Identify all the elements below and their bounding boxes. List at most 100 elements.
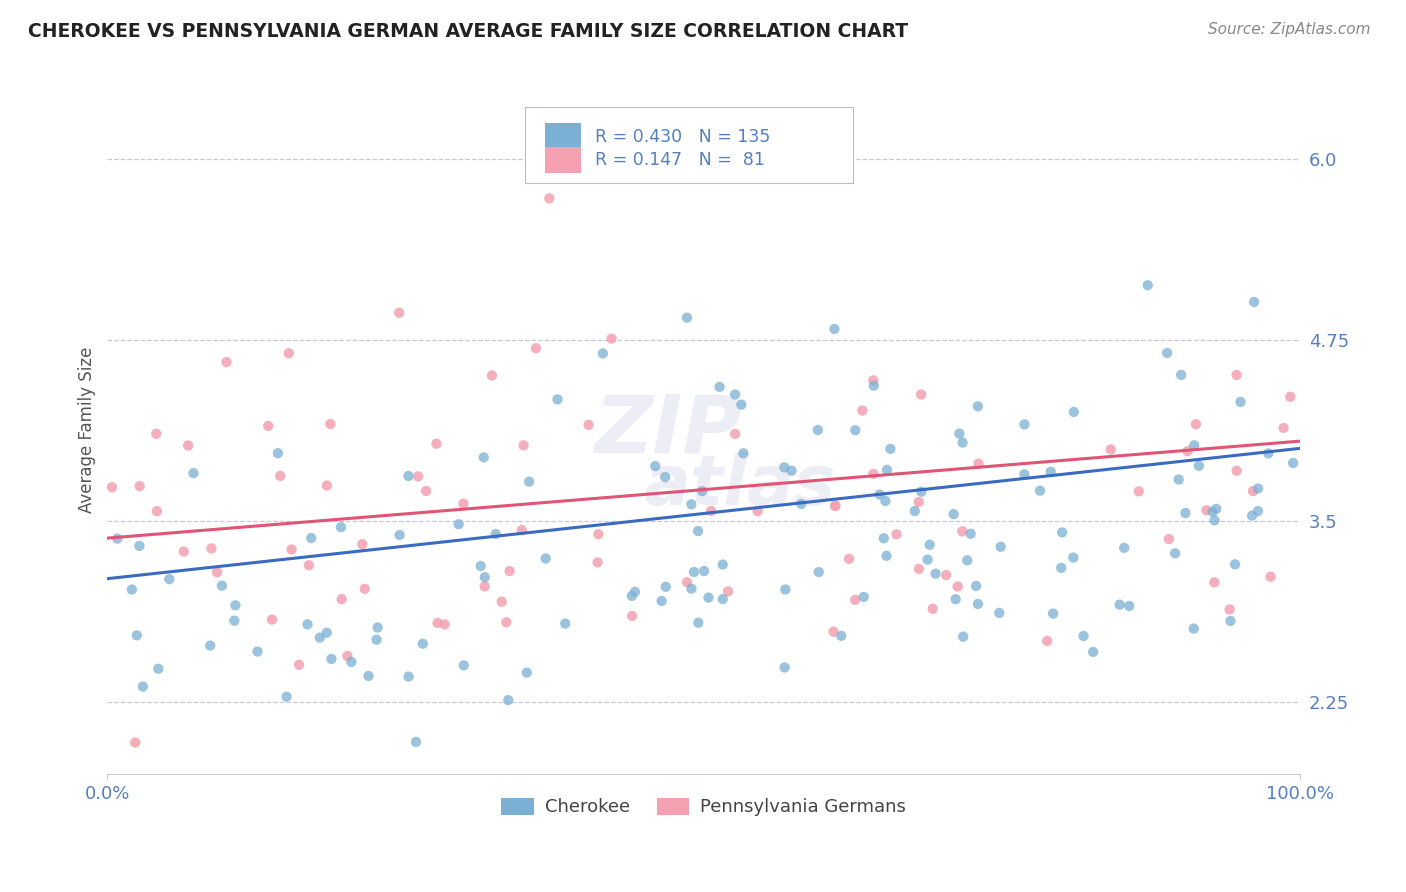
Point bbox=[517, 475, 540, 489]
Point bbox=[1128, 484, 1150, 499]
Point bbox=[288, 657, 311, 672]
Point bbox=[1219, 602, 1241, 616]
Point bbox=[830, 629, 852, 643]
Point bbox=[709, 380, 731, 394]
Point bbox=[711, 592, 734, 607]
Point bbox=[693, 564, 716, 578]
Point bbox=[453, 658, 475, 673]
Point bbox=[1225, 368, 1247, 382]
Point bbox=[1118, 599, 1140, 613]
Point bbox=[876, 549, 898, 563]
Point bbox=[823, 624, 845, 639]
Point bbox=[280, 542, 302, 557]
Point bbox=[967, 457, 990, 471]
Point bbox=[879, 442, 901, 456]
Point bbox=[297, 617, 319, 632]
Point bbox=[470, 559, 492, 574]
Point bbox=[415, 483, 437, 498]
Point bbox=[321, 652, 343, 666]
Point bbox=[319, 417, 342, 431]
Point bbox=[875, 494, 897, 508]
Text: R = 0.147   N =  81: R = 0.147 N = 81 bbox=[595, 151, 765, 169]
Point bbox=[681, 497, 703, 511]
Point bbox=[1282, 456, 1305, 470]
Point bbox=[260, 613, 283, 627]
Point bbox=[952, 630, 974, 644]
Point bbox=[697, 591, 720, 605]
Point bbox=[212, 817, 235, 831]
Point bbox=[1157, 532, 1180, 546]
Point bbox=[124, 735, 146, 749]
Point bbox=[952, 435, 974, 450]
Point bbox=[747, 504, 769, 518]
Point bbox=[1201, 505, 1223, 519]
Point bbox=[128, 479, 150, 493]
Point bbox=[711, 558, 734, 572]
Point bbox=[105, 532, 128, 546]
Point bbox=[474, 579, 496, 593]
Point bbox=[966, 399, 988, 413]
Point bbox=[588, 527, 610, 541]
Point bbox=[1204, 575, 1226, 590]
Point bbox=[257, 418, 280, 433]
Point bbox=[1226, 464, 1249, 478]
Point bbox=[485, 527, 508, 541]
Point bbox=[1185, 417, 1208, 432]
Point bbox=[101, 480, 124, 494]
Point bbox=[148, 662, 170, 676]
Point bbox=[1050, 561, 1073, 575]
Point bbox=[700, 504, 723, 518]
Point bbox=[200, 639, 222, 653]
Point bbox=[128, 539, 150, 553]
Point bbox=[950, 524, 973, 539]
Point bbox=[474, 570, 496, 584]
Point bbox=[1247, 482, 1270, 496]
Point bbox=[862, 378, 884, 392]
Text: atlas: atlas bbox=[644, 451, 835, 519]
Point bbox=[510, 523, 533, 537]
Point bbox=[524, 341, 547, 355]
Point bbox=[433, 617, 456, 632]
Point bbox=[852, 590, 875, 604]
Text: ZIP: ZIP bbox=[595, 392, 742, 469]
Point bbox=[907, 495, 929, 509]
Point bbox=[398, 469, 420, 483]
Point bbox=[215, 355, 238, 369]
Point bbox=[824, 499, 846, 513]
Point bbox=[336, 648, 359, 663]
Point bbox=[498, 564, 520, 578]
Point bbox=[592, 346, 614, 360]
Point bbox=[1229, 395, 1251, 409]
Point bbox=[1247, 504, 1270, 518]
Point bbox=[823, 322, 845, 336]
Point bbox=[121, 582, 143, 597]
Point bbox=[447, 517, 470, 532]
Point bbox=[298, 558, 321, 573]
Point bbox=[366, 632, 388, 647]
Point bbox=[773, 460, 796, 475]
Point bbox=[717, 584, 740, 599]
Point bbox=[733, 446, 755, 460]
Point bbox=[481, 368, 503, 383]
Point bbox=[1219, 614, 1241, 628]
Point bbox=[724, 426, 747, 441]
Point bbox=[690, 484, 713, 499]
Point bbox=[1170, 368, 1192, 382]
Point bbox=[990, 540, 1012, 554]
Point bbox=[1164, 546, 1187, 560]
Point bbox=[1036, 634, 1059, 648]
Point bbox=[496, 693, 519, 707]
Point bbox=[1279, 390, 1302, 404]
Point bbox=[908, 562, 931, 576]
FancyBboxPatch shape bbox=[524, 107, 853, 183]
Point bbox=[1260, 569, 1282, 583]
Point bbox=[1182, 622, 1205, 636]
Point bbox=[132, 680, 155, 694]
Point bbox=[412, 637, 434, 651]
Point bbox=[1039, 465, 1062, 479]
Point bbox=[688, 615, 710, 630]
Point bbox=[807, 423, 830, 437]
Point bbox=[676, 310, 699, 325]
Point bbox=[330, 592, 353, 607]
Point bbox=[316, 478, 339, 492]
